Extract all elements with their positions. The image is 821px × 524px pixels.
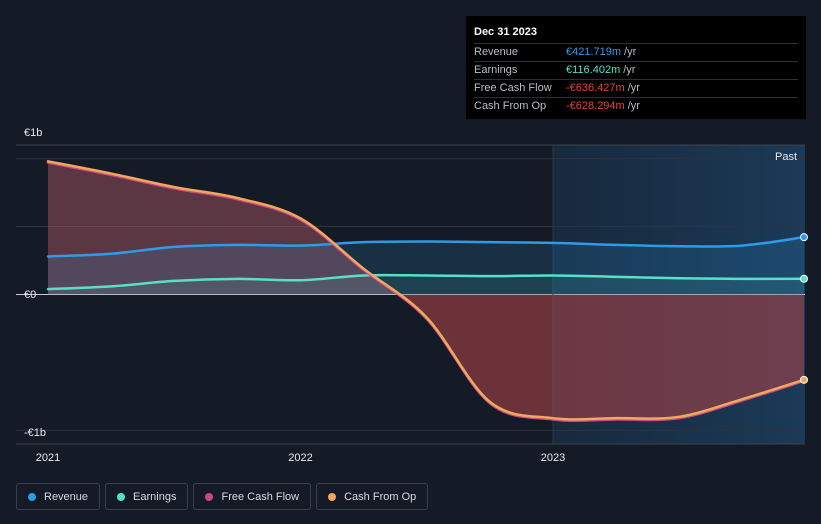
tooltip-unit: /yr (623, 64, 636, 76)
past-label: Past (775, 151, 797, 163)
tooltip-date: Dec 31 2023 (474, 26, 537, 38)
tooltip-label: Cash From Op (474, 100, 547, 112)
tooltip: Dec 31 2023 Revenue €421.719m /yr Earnin… (466, 16, 806, 119)
tooltip-unit: /yr (627, 82, 640, 94)
y-tick-label: -€1b (24, 427, 46, 439)
tooltip-label: Earnings (474, 64, 518, 76)
free-cash-flow-area (48, 162, 804, 421)
cash-from-op-line (46, 160, 806, 421)
legend-label: Earnings (133, 490, 177, 503)
tooltip-unit: /yr (627, 100, 640, 112)
tooltip-row-revenue: Revenue €421.719m /yr (474, 43, 798, 61)
tooltip-unit: /yr (624, 46, 637, 58)
x-tick-label: 2022 (288, 452, 312, 464)
tooltip-row-cash-from-op: Cash From Op -€628.294m /yr (474, 97, 798, 115)
legend-label: Free Cash Flow (221, 490, 300, 503)
legend-label: Cash From Op (344, 490, 417, 503)
tooltip-label: Free Cash Flow (474, 82, 552, 94)
tooltip-value: -€628.294m (566, 100, 625, 112)
tooltip-value: -€636.427m (566, 82, 625, 94)
x-tick-label: 2023 (541, 452, 565, 464)
legend-label: Revenue (44, 490, 89, 503)
tooltip-value: €116.402m (566, 64, 621, 76)
revenue-line (46, 235, 806, 258)
revenue-end-point (800, 233, 808, 242)
legend-item-free-cash-flow[interactable]: Free Cash Flow (193, 483, 312, 510)
tooltip-row-free-cash-flow: Free Cash Flow -€636.427m /yr (474, 79, 798, 97)
y-tick-label: €0 (24, 289, 36, 301)
legend-item-earnings[interactable]: Earnings (105, 483, 189, 510)
negative-cash-area (48, 294, 804, 421)
chart-canvas: €1b €0 -€1b 2021 2022 2023 Past (16, 127, 808, 464)
earnings-end-point (800, 274, 808, 283)
tooltip-value: €421.719m (566, 46, 622, 58)
legend: Revenue Earnings Free Cash Flow Cash Fro… (16, 483, 429, 510)
cash-from-op-dot-icon (328, 492, 337, 501)
cash-from-op-area (48, 161, 804, 420)
cash-from-op-end-point (800, 375, 808, 384)
legend-item-cash-from-op[interactable]: Cash From Op (316, 483, 429, 510)
tooltip-row-earnings: Earnings €116.402m /yr (474, 61, 798, 79)
x-tick-label: 2021 (36, 452, 60, 464)
tooltip-label: Revenue (474, 46, 519, 58)
free-cash-flow-dot-icon (205, 492, 214, 501)
revenue-area (48, 237, 804, 295)
earnings-line (46, 273, 806, 291)
revenue-dot-icon (28, 492, 36, 501)
y-tick-label: €1b (24, 127, 42, 139)
earnings-dot-icon (117, 492, 126, 501)
legend-item-revenue[interactable]: Revenue (16, 483, 101, 510)
